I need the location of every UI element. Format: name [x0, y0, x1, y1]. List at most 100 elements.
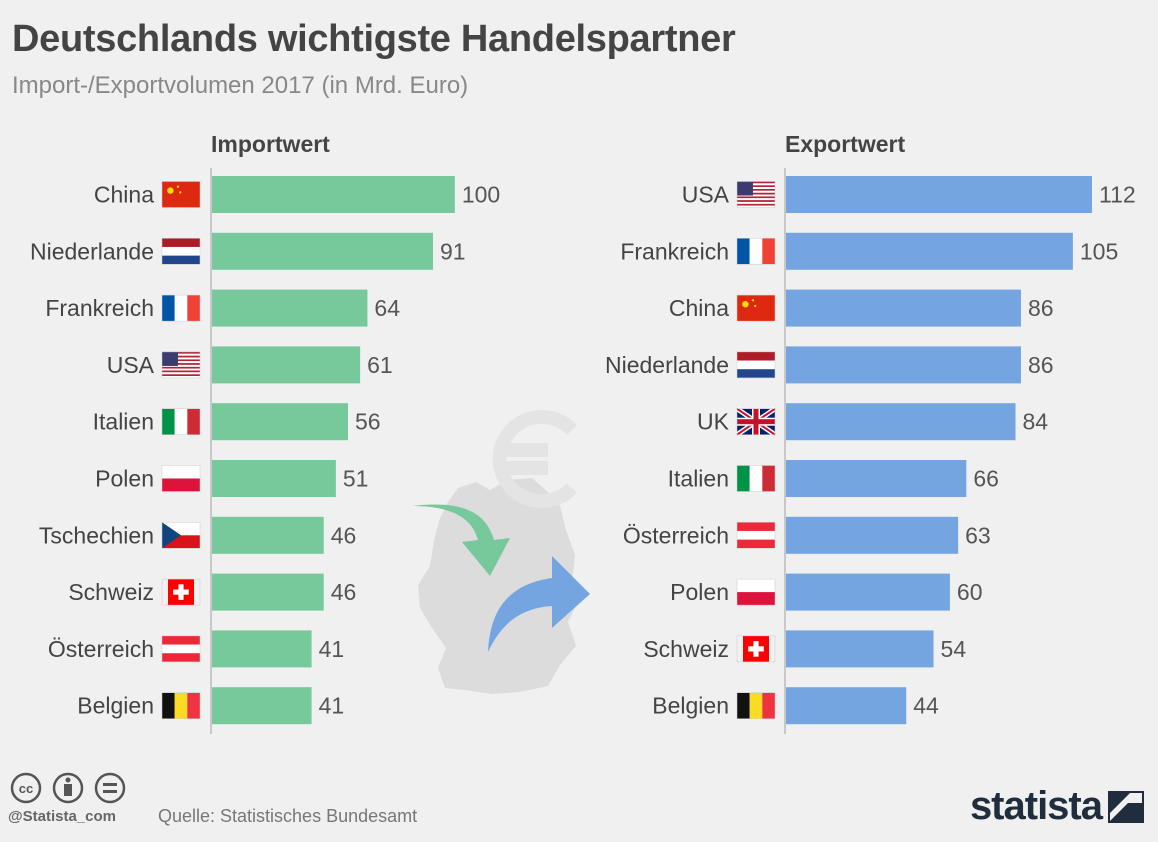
import-value-label: 100: [462, 182, 500, 208]
import-category-label: Tschechien: [39, 522, 154, 548]
export-value-label: 105: [1080, 238, 1118, 264]
background-illustration: [412, 410, 590, 694]
svg-text:cc: cc: [19, 781, 33, 796]
export-bar: [786, 403, 1016, 441]
flag-switzerland-icon: [736, 635, 776, 663]
export-value-label: 44: [913, 693, 939, 719]
export-category-label: Polen: [670, 579, 729, 605]
flag-poland-icon: [161, 465, 201, 492]
export-bar: [786, 573, 950, 611]
import-bar: [212, 232, 433, 270]
import-bar: [212, 403, 348, 441]
import-category-label: Niederlande: [30, 238, 154, 264]
export-category-label: China: [669, 295, 729, 321]
export-arrow-icon: [488, 556, 590, 652]
flag-austria-icon: [736, 522, 776, 549]
import-bar: [212, 687, 312, 725]
flag-france-icon: [736, 238, 776, 265]
import-category-label: Österreich: [48, 636, 154, 662]
euro-icon: [492, 410, 578, 508]
export-bar: [786, 232, 1073, 270]
flag-usa-icon: [161, 351, 201, 379]
import-value-label: 64: [374, 295, 400, 321]
export-bar: [786, 289, 1021, 327]
import-category-label: USA: [107, 352, 155, 378]
flag-czech-icon: [161, 522, 201, 549]
export-category-label: Belgien: [652, 693, 729, 719]
import-category-label: Schweiz: [68, 579, 154, 605]
chart-subtitle: Import-/Exportvolumen 2017 (in Mrd. Euro…: [12, 72, 469, 99]
chart-title: Deutschlands wichtigste Handelspartner: [12, 18, 736, 60]
flag-usa-icon: [736, 181, 776, 208]
import-category-label: Italien: [93, 409, 154, 435]
license-icons: cc: [8, 770, 128, 811]
flag-netherlands-icon: [736, 351, 776, 379]
export-category-label: UK: [697, 409, 730, 435]
export-value-label: 63: [965, 522, 991, 548]
export-category-label: Niederlande: [605, 352, 729, 378]
export-bar: [786, 687, 907, 725]
export-category-label: Österreich: [623, 522, 729, 548]
flag-uk-icon: [735, 406, 777, 437]
export-category-label: USA: [682, 182, 730, 208]
export-value-label: 54: [941, 636, 967, 662]
import-value-label: 41: [319, 636, 345, 662]
export-value-label: 86: [1028, 352, 1054, 378]
attribution-icon: [52, 772, 84, 804]
import-arrow-icon: [412, 504, 510, 576]
import-value-label: 91: [440, 238, 466, 264]
export-bar: [786, 630, 934, 668]
statista-wordmark: statista: [969, 784, 1103, 828]
flag-italy-icon: [161, 408, 201, 435]
statista-logo-icon: [1108, 790, 1144, 823]
export-category-label: Schweiz: [643, 636, 729, 662]
export-value-label: 84: [1023, 409, 1049, 435]
flag-belgium-icon: [736, 692, 776, 719]
import-category-label: Frankreich: [45, 295, 154, 321]
import-value-label: 61: [367, 352, 393, 378]
export-value-label: 112: [1099, 182, 1136, 208]
import-value-label: 51: [343, 466, 369, 492]
export-value-label: 60: [957, 579, 983, 605]
export-bar: [786, 176, 1092, 213]
import-bar: [212, 346, 361, 384]
no-derivatives-icon: [94, 772, 126, 804]
import-value-label: 56: [355, 409, 381, 435]
statista-handle: @Statista_com: [8, 808, 116, 825]
flag-netherlands-icon: [161, 238, 201, 265]
import-bar: [212, 516, 324, 554]
export-bar: [786, 346, 1021, 384]
flag-switzerland-icon: [161, 578, 201, 606]
import-category-label: China: [94, 182, 154, 208]
import-value-label: 46: [331, 522, 357, 548]
source-note: Quelle: Statistisches Bundesamt: [158, 806, 418, 826]
creative-commons-icon: cc: [10, 772, 42, 804]
flag-china-icon: [161, 181, 201, 208]
flag-austria-icon: [161, 635, 201, 663]
import-bar: [212, 630, 312, 668]
import-bar: [212, 573, 324, 611]
flag-china-icon: [736, 294, 776, 322]
export-chart: Exportwert 112 USA 105 Frankreich 86 China 86 Ni…: [605, 131, 1136, 734]
export-bar: [786, 460, 967, 497]
import-category-label: Belgien: [77, 693, 154, 719]
import-bar: [212, 289, 368, 327]
export-header: Exportwert: [785, 131, 905, 157]
export-category-label: Frankreich: [620, 238, 729, 264]
import-chart: Importwert 100 China 91 Niederlande 64 Frankre…: [30, 131, 500, 734]
statista-logo: statista: [970, 784, 1144, 829]
export-category-label: Italien: [668, 466, 729, 492]
import-bar: [212, 176, 455, 213]
flag-italy-icon: [736, 465, 776, 492]
flag-poland-icon: [736, 578, 776, 606]
export-value-label: 66: [973, 466, 999, 492]
import-category-label: Polen: [95, 466, 154, 492]
flag-belgium-icon: [161, 692, 201, 719]
export-bar: [786, 516, 959, 554]
flag-france-icon: [161, 294, 201, 322]
import-value-label: 46: [331, 579, 357, 605]
import-bar: [212, 460, 336, 497]
import-header: Importwert: [211, 131, 330, 157]
export-value-label: 86: [1028, 295, 1054, 321]
